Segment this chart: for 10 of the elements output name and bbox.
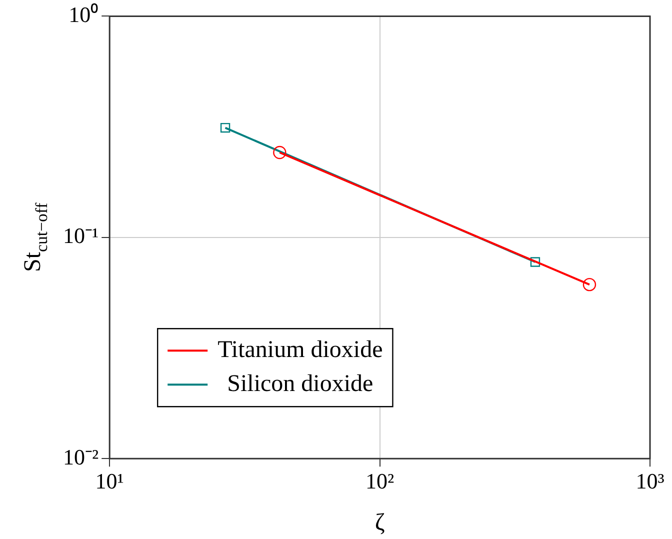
y-tick-label: 10⁻² — [62, 444, 99, 470]
legend-label: Silicon dioxide — [227, 370, 374, 397]
legend-label: Titanium dioxide — [218, 336, 383, 363]
y-axis-title: Stcut−off — [20, 202, 52, 272]
x-tick-label: 10³ — [636, 468, 665, 494]
x-axis-title: ζ — [374, 510, 385, 536]
x-tick-label: 10² — [365, 468, 394, 494]
y-tick-label: 10⁻¹ — [62, 223, 99, 248]
y-tick-label: 10⁰ — [68, 2, 99, 27]
x-tick-label: 10¹ — [95, 468, 124, 494]
